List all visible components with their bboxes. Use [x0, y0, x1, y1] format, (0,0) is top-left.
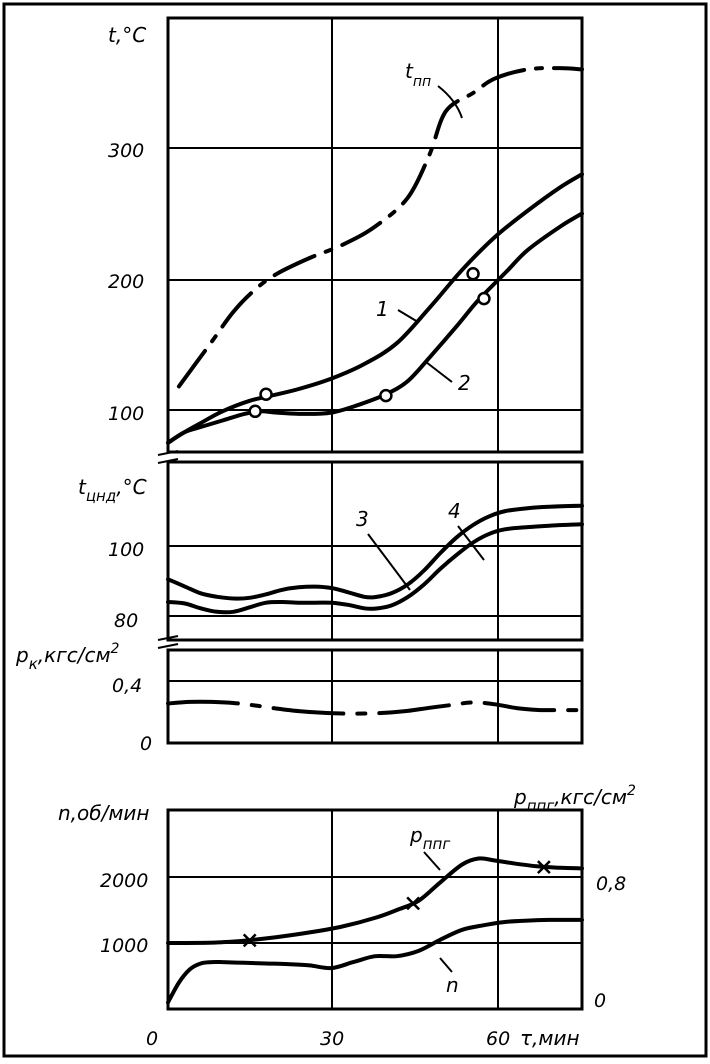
y-tick-label-right: 0,8	[596, 873, 626, 895]
data-point-cross	[242, 933, 257, 948]
series-leader	[367, 533, 411, 591]
series-leader	[423, 851, 441, 871]
series-leader	[425, 361, 453, 383]
data-point-marker	[259, 387, 273, 402]
data-point-cross	[406, 896, 421, 911]
temperature-panel	[166, 16, 584, 454]
x-tick-label: 30	[320, 1028, 344, 1050]
series-label-tpp: tпп	[405, 59, 431, 90]
axis-break-mark	[157, 450, 179, 464]
x-tick-label: 60	[486, 1028, 510, 1050]
data-point-cross	[536, 860, 551, 874]
y-axis-label-right: pппг,кгс/см2	[513, 783, 636, 815]
y-tick-label: 300	[108, 140, 144, 162]
y-tick-label-left: 2000	[100, 870, 148, 892]
series-leader	[457, 525, 485, 561]
y-tick-label: 0,4	[112, 675, 142, 697]
plot-frame	[166, 460, 584, 642]
series-label-pppg: pппг	[409, 823, 450, 853]
y-axis-label: t,°C	[108, 23, 146, 47]
y-tick-label: 80	[114, 610, 138, 632]
speed-pressure-panel	[166, 808, 584, 1011]
data-point-marker	[466, 267, 480, 281]
series-line-2	[166, 211, 584, 445]
data-point-marker	[248, 404, 262, 419]
plot-frame	[166, 648, 584, 745]
series-line-1	[166, 172, 584, 445]
y-tick-label: 0	[140, 733, 152, 755]
series-leader	[437, 85, 463, 119]
series-line-n	[166, 917, 584, 1005]
y-tick-label: 100	[108, 403, 144, 425]
x-axis-label: τ,мин	[520, 1026, 580, 1050]
series-line-t_пп	[176, 66, 584, 389]
data-point-marker	[477, 291, 491, 306]
condenser-pressure-panel	[166, 648, 584, 745]
y-tick-label: 200	[108, 271, 144, 293]
y-tick-label: 100	[108, 539, 144, 561]
y-tick-label-left: 1000	[100, 935, 148, 957]
series-label-1: 1	[376, 297, 389, 321]
series-line-p_ппг	[166, 856, 584, 945]
series-label-2: 2	[458, 371, 471, 395]
plot-frame	[166, 808, 584, 1011]
series-label-3: 3	[356, 507, 369, 531]
plot-frame	[166, 16, 584, 454]
series-leader	[397, 309, 419, 323]
x-tick-label: 0	[146, 1028, 158, 1050]
y-tick-label-right: 0	[594, 990, 606, 1012]
y-axis-label-left: n,об/мин	[58, 801, 150, 825]
series-line-p_к	[166, 699, 584, 716]
lp-cylinder-temperature-panel	[166, 460, 584, 642]
y-axis-label: pк,кгс/см2	[15, 641, 120, 673]
data-point-marker	[379, 388, 393, 403]
series-line-3	[166, 503, 584, 601]
series-line-4	[166, 522, 584, 615]
series-leader	[439, 957, 453, 973]
series-label-4: 4	[448, 499, 461, 523]
series-label-n: n	[446, 973, 459, 997]
y-axis-label: tцнд,°С	[78, 475, 147, 505]
axis-break-mark	[157, 635, 179, 649]
